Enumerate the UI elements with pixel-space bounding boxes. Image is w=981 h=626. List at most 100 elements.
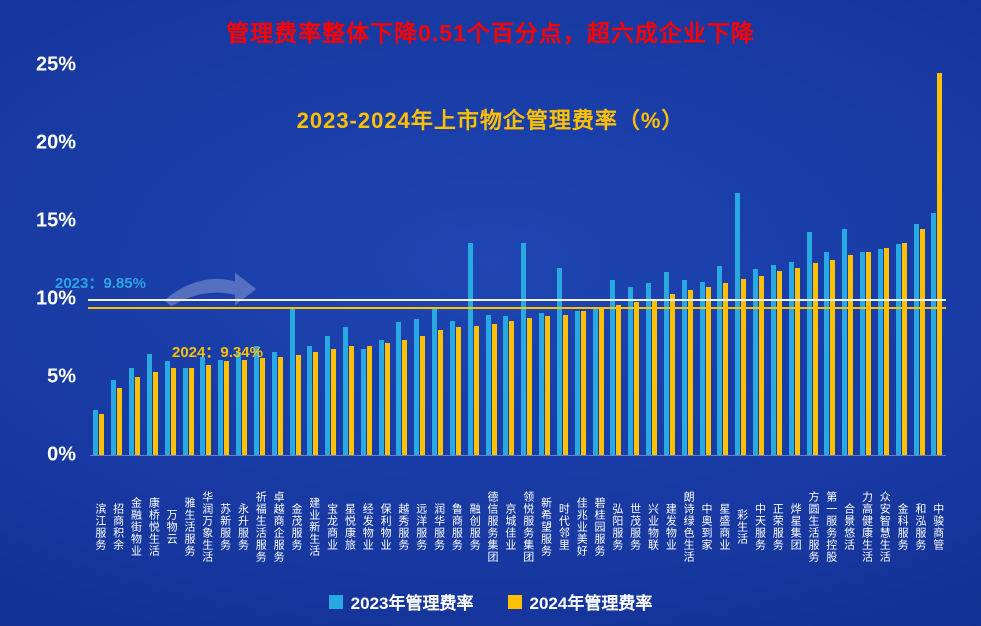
- bar: [236, 352, 242, 455]
- bar: [503, 316, 509, 455]
- bar-group: [874, 65, 892, 455]
- x-axis-label: 新希望服务: [539, 497, 552, 557]
- bar: [860, 252, 866, 455]
- x-axis-label: 宝龙商业: [325, 503, 338, 551]
- bar-group: [126, 65, 144, 455]
- bar: [759, 275, 765, 455]
- bar-group: [322, 65, 340, 455]
- bar-group: [215, 65, 233, 455]
- bar: [770, 264, 776, 455]
- bar-group: [892, 65, 910, 455]
- x-axis-label: 中天服务: [753, 503, 766, 551]
- bar: [788, 261, 794, 455]
- x-axis-label: 远洋服务: [414, 503, 427, 551]
- bar: [455, 327, 461, 455]
- bar: [360, 348, 366, 455]
- bar: [735, 192, 741, 455]
- y-tick-0: 0%: [47, 443, 76, 466]
- x-axis-label: 滨江服务: [93, 503, 106, 551]
- bar: [866, 252, 872, 455]
- bar: [901, 242, 907, 455]
- x-axis-label: 德信服务集团: [486, 491, 499, 563]
- bar: [610, 280, 616, 455]
- chart-title: 2023-2024年上市物企管理费率（%）: [296, 108, 685, 133]
- legend-label-2023: 2023年管理费率: [350, 594, 474, 613]
- bar-group: [625, 65, 643, 455]
- bar: [812, 263, 818, 455]
- bar-group: [304, 65, 322, 455]
- x-axis-label: 保利物业: [379, 503, 392, 551]
- bar: [616, 305, 622, 455]
- x-axis-label: 金科服务: [896, 503, 909, 551]
- bar: [396, 322, 402, 455]
- bar-group: [464, 65, 482, 455]
- x-axis-label: 众安智慧生活: [878, 491, 891, 563]
- bar: [218, 359, 224, 455]
- bar: [937, 72, 943, 455]
- bar: [295, 355, 301, 455]
- bar: [913, 224, 919, 455]
- x-axis-label: 润华服务: [432, 503, 445, 551]
- bar-group: [268, 65, 286, 455]
- bar: [449, 320, 455, 455]
- bar-group: [233, 65, 251, 455]
- bar: [384, 342, 390, 455]
- bar-group: [357, 65, 375, 455]
- bar: [848, 255, 854, 455]
- bar-group: [447, 65, 465, 455]
- bar: [378, 339, 384, 455]
- bar: [919, 228, 925, 455]
- bar: [687, 289, 693, 455]
- bar: [325, 336, 331, 455]
- bar: [331, 348, 337, 455]
- bar: [883, 247, 889, 455]
- bar-group: [340, 65, 358, 455]
- bar: [117, 387, 123, 455]
- bar: [717, 266, 723, 455]
- bar: [313, 352, 319, 455]
- y-axis: 25% 20% 15% 10% 5% 0%: [14, 54, 76, 466]
- reference-label-2023: 2023：9.85%: [55, 274, 146, 292]
- legend-swatch-2023: [328, 594, 343, 609]
- bar: [806, 231, 812, 455]
- bar-group: [821, 65, 839, 455]
- bars-row: [90, 65, 946, 455]
- x-axis-label: 朗诗绿色生活: [682, 491, 695, 563]
- bar-group: [661, 65, 679, 455]
- x-axis-label: 融创服务: [468, 503, 481, 551]
- x-axis-label: 领悦服务集团: [521, 491, 534, 563]
- bar-group: [500, 65, 518, 455]
- bar: [592, 306, 598, 455]
- bar-group: [750, 65, 768, 455]
- x-axis-label: 星悦康旅: [343, 503, 356, 551]
- bar: [152, 372, 158, 455]
- x-axis-label: 建业新生活: [307, 497, 320, 557]
- bar: [663, 272, 669, 455]
- bar-group: [857, 65, 875, 455]
- bar: [432, 308, 438, 455]
- x-axis-label: 京城佳业: [503, 503, 516, 551]
- x-axis-label: 第一服务控股: [824, 491, 837, 563]
- x-axis-label: 经发物业: [361, 503, 374, 551]
- x-axis-label: 正荣服务: [771, 503, 784, 551]
- bar-group: [714, 65, 732, 455]
- bar: [753, 269, 759, 455]
- x-axis-label: 华润万象生活: [200, 491, 213, 563]
- x-axis-label: 和泓服务: [913, 503, 926, 551]
- bar: [628, 286, 634, 455]
- bar: [741, 278, 747, 455]
- bar: [634, 302, 640, 455]
- bar: [420, 336, 426, 455]
- bar: [343, 327, 348, 455]
- bar-group: [482, 65, 500, 455]
- bar: [289, 308, 295, 455]
- x-axis-label: 鲁商服务: [450, 503, 463, 551]
- legend-label-2024: 2024年管理费率: [529, 594, 653, 613]
- x-axis-label: 方圆生活服务: [806, 491, 819, 563]
- page-title: 管理费率整体下降0.51个百分点，超六成企业下降: [226, 20, 755, 46]
- bar-group: [518, 65, 536, 455]
- bar: [467, 242, 473, 455]
- bar: [200, 356, 206, 455]
- bar-group: [910, 65, 928, 455]
- reference-line-2024: [88, 307, 946, 310]
